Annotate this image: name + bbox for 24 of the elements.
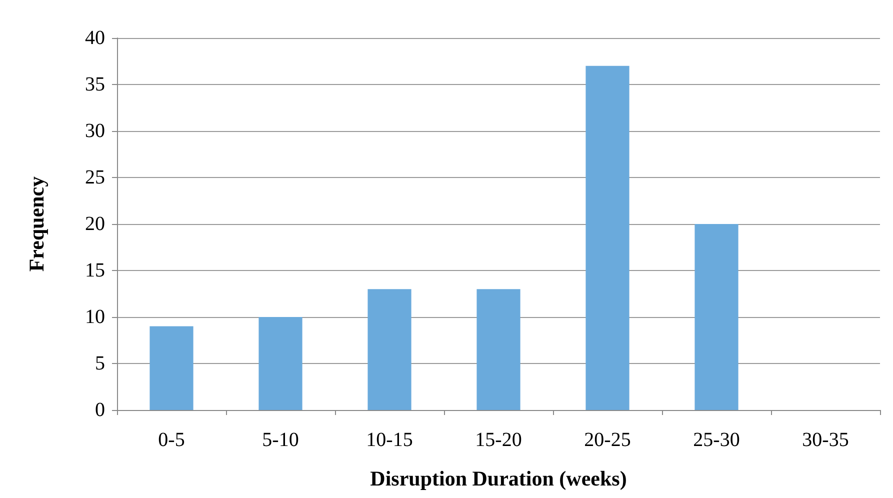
y-tick-label: 0: [95, 399, 105, 421]
y-tick-label: 20: [85, 213, 105, 235]
x-tick-label: 5-10: [262, 429, 299, 451]
y-tick-label: 15: [85, 260, 105, 282]
bar: [150, 326, 194, 410]
x-tick-label: 20-25: [584, 429, 631, 451]
x-axis-title: Disruption Duration (weeks): [370, 466, 627, 490]
x-tick-label: 25-30: [693, 429, 740, 451]
bar: [368, 289, 412, 410]
y-tick-label: 5: [95, 352, 105, 374]
x-tick-label: 0-5: [158, 429, 185, 451]
bar: [258, 317, 302, 410]
bar: [476, 289, 520, 410]
x-tick-label: 15-20: [475, 429, 522, 451]
bar: [586, 66, 630, 410]
x-tick-label: 10-15: [366, 429, 413, 451]
y-tick-label: 10: [85, 306, 105, 328]
bar: [694, 224, 738, 410]
x-tick-label: 30-35: [802, 429, 849, 451]
y-tick-label: 30: [85, 120, 105, 142]
y-tick-label: 25: [85, 166, 105, 188]
y-tick-label: 35: [85, 74, 105, 96]
y-tick-label: 40: [85, 27, 105, 49]
y-axis-title: Frequency: [24, 176, 48, 272]
